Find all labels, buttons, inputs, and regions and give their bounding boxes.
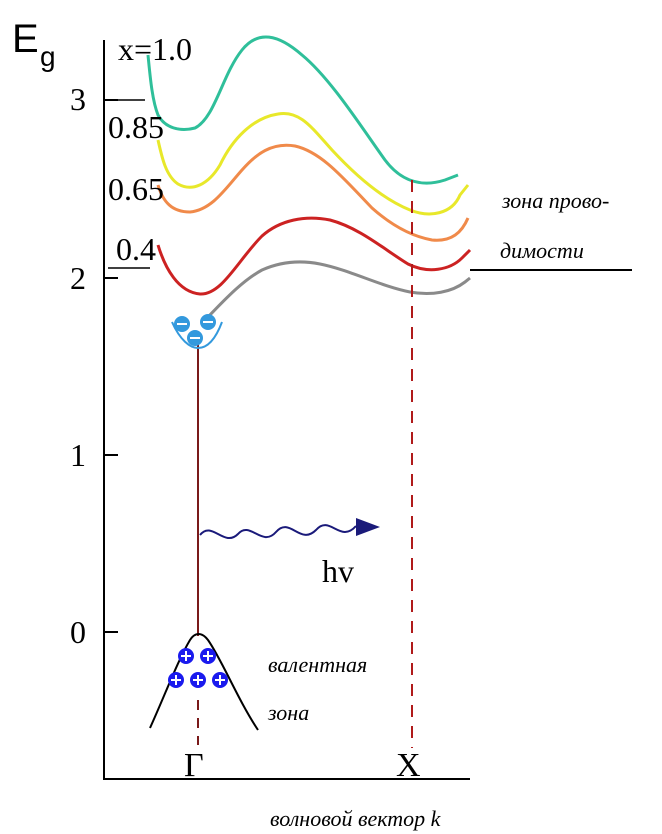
hole-4 bbox=[190, 672, 206, 688]
y-axis-title: E bbox=[12, 17, 39, 61]
electron-1 bbox=[174, 316, 190, 332]
holes bbox=[168, 648, 228, 688]
curve-label-x-1-0: x=1.0 bbox=[118, 31, 192, 67]
electrons bbox=[171, 314, 223, 350]
curve-base bbox=[203, 260, 471, 322]
conduction-band-label-line2: димости bbox=[500, 238, 584, 263]
y-tick-label-2: 2 bbox=[70, 260, 86, 296]
photon-arrow-icon bbox=[356, 518, 380, 536]
hole-2 bbox=[200, 648, 216, 664]
curve-label-0-85: 0.85 bbox=[108, 109, 164, 145]
electron-3 bbox=[187, 330, 203, 346]
electron-2 bbox=[200, 314, 216, 330]
valence-band-label-line2: зона bbox=[267, 700, 309, 725]
y-tick-label-3: 3 bbox=[70, 81, 86, 117]
valence-band-label-line1: валентная bbox=[268, 652, 367, 677]
electron-well bbox=[171, 321, 223, 350]
photon-wave bbox=[199, 524, 357, 540]
hole-5 bbox=[212, 672, 228, 688]
y-tick-label-0: 0 bbox=[70, 614, 86, 650]
curve-label-0-4: 0.4 bbox=[116, 231, 156, 267]
curve-x-1-0 bbox=[146, 35, 459, 185]
curve-0-65 bbox=[156, 143, 470, 242]
x-point-gamma: Γ bbox=[184, 747, 204, 784]
x-point-x: X bbox=[396, 747, 421, 784]
hole-1 bbox=[178, 648, 194, 664]
curve-0-4 bbox=[156, 216, 472, 296]
curve-label-0-65: 0.65 bbox=[108, 171, 164, 207]
conduction-band-label-line1: зона прово- bbox=[501, 188, 609, 213]
y-tick-label-1: 1 bbox=[70, 437, 86, 473]
curve-0-85 bbox=[156, 111, 470, 216]
x-axis-title: волновой вектор k bbox=[270, 806, 442, 831]
y-axis-title-subscript: g bbox=[40, 41, 56, 72]
hole-3 bbox=[168, 672, 184, 688]
photon-label: hv bbox=[322, 553, 354, 589]
